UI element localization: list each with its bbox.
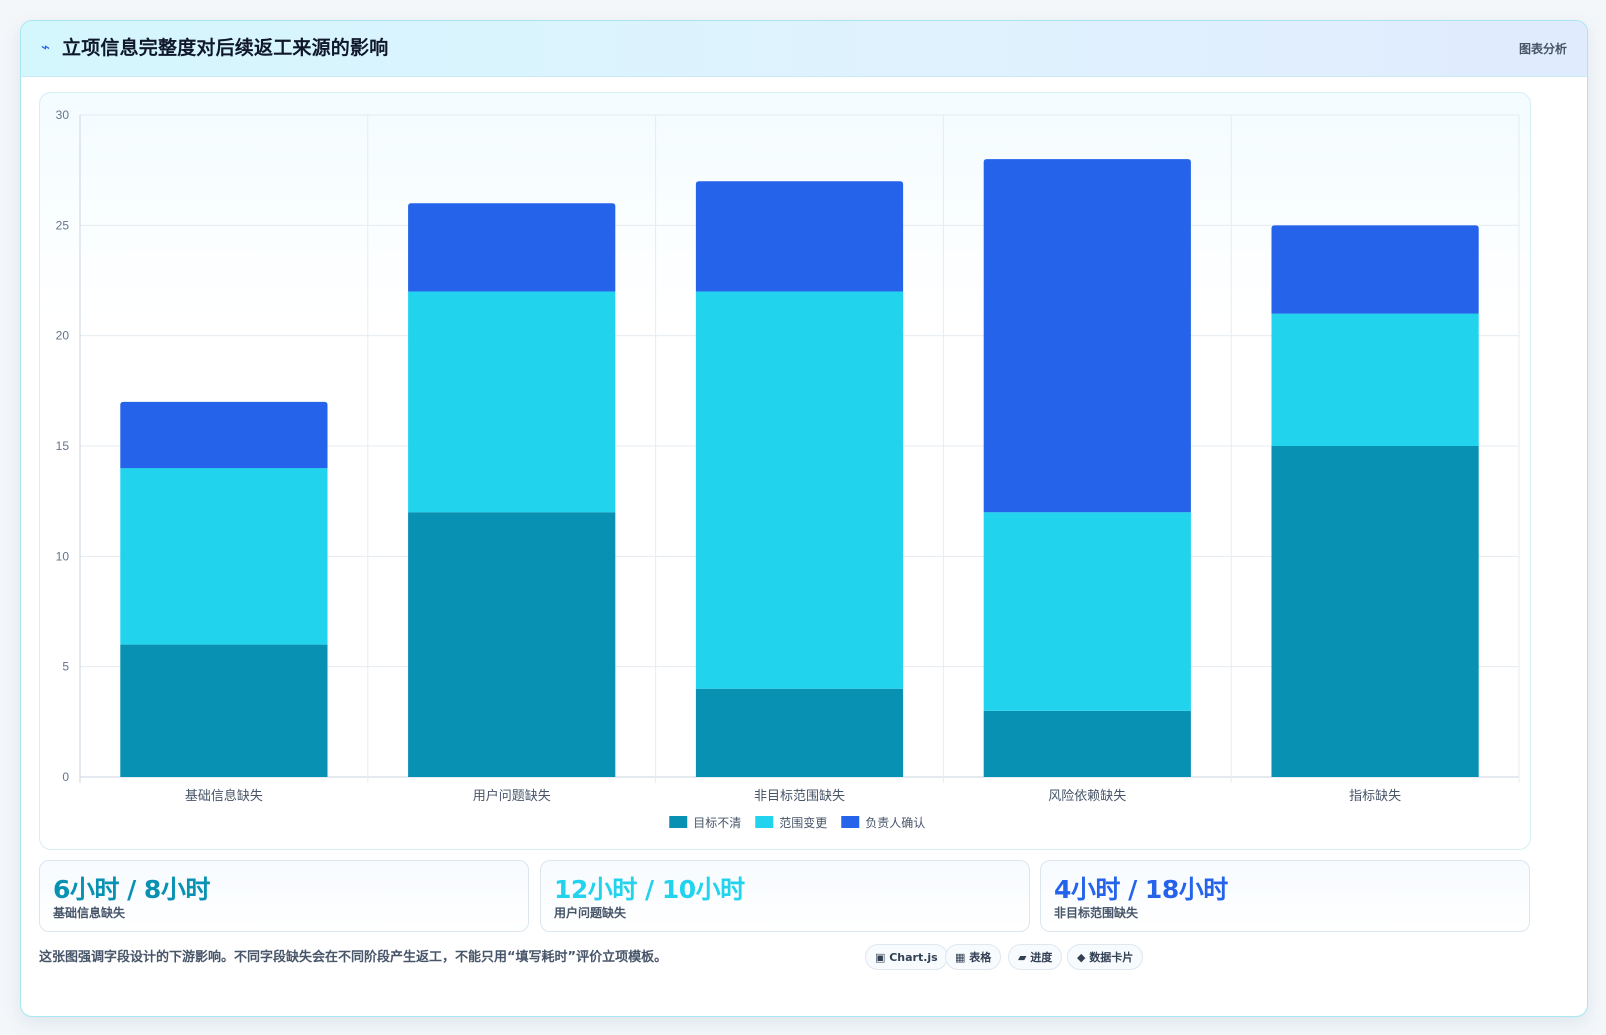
bar-segment (408, 203, 616, 292)
stat-card-user-problem: 12小时 / 10小时 用户问题缺失 (540, 860, 1030, 932)
pulse-icon: ⌁ (41, 38, 51, 56)
tag-data-card[interactable]: ◆ 数据卡片 (1067, 944, 1144, 970)
bar-segment (1271, 313, 1479, 446)
bar-segment (695, 291, 904, 689)
bar-segment (983, 512, 1191, 711)
x-tick-label: 基础信息缺失 (185, 788, 263, 804)
x-tick-label: 风险依赖缺失 (1048, 789, 1126, 804)
y-tick-label: 10 (56, 549, 70, 563)
bar-segment (695, 181, 904, 292)
y-tick-label: 15 (56, 439, 70, 453)
tag-chartjs[interactable]: ▣ Chart.js (865, 944, 948, 970)
bar-segment (1271, 446, 1479, 777)
bar-segment (408, 291, 616, 513)
tag-progress[interactable]: ▰ 进度 (1008, 944, 1063, 970)
legend-swatch (669, 816, 688, 828)
stat-value: 6小时 / 8小时 (53, 875, 210, 904)
y-tick-label: 5 (62, 660, 69, 674)
stat-card-basic-info: 6小时 / 8小时 基础信息缺失 (39, 860, 529, 932)
chart-panel: ⌁ 立项信息完整度对后续返工来源的影响 图表分析 0 5 10 15 20 25 30 基础信… (20, 20, 1588, 1017)
tag-table[interactable]: ▦ 表格 (945, 944, 1002, 970)
chart-analysis-tag: 图表分析 (1518, 42, 1567, 56)
stat-label: 非目标范围缺失 (1054, 906, 1139, 920)
y-tick-label: 25 (56, 218, 70, 232)
bar-segment (120, 468, 328, 645)
legend-swatch (755, 816, 774, 828)
bar-segment (695, 688, 904, 777)
bar-segment (408, 512, 616, 777)
x-tick-label: 用户问题缺失 (473, 788, 551, 804)
legend-label: 负责人确认 (865, 816, 925, 830)
y-tick-label: 20 (56, 329, 70, 343)
stat-card-non-goal-scope: 4小时 / 18小时 非目标范围缺失 (1040, 860, 1530, 932)
x-tick-label: 指标缺失 (1349, 789, 1401, 804)
stats-row: 6小时 / 8小时 基础信息缺失 12小时 / 10小时 用户问题缺失 4小时 … (39, 860, 1531, 932)
chart-note: 这张图强调字段设计的下游影响。不同字段缺失会在不同阶段产生返工，不能只用“填写耗… (39, 950, 668, 965)
stat-value: 12小时 / 10小时 (554, 875, 745, 904)
legend-swatch (841, 816, 860, 828)
legend-label: 范围变更 (779, 815, 827, 830)
legend-label: 目标不清 (693, 816, 741, 830)
chart-container: 0 5 10 15 20 25 30 基础信息缺失 用户问题缺失 非目标范围缺失 风险依赖缺失 指标缺… (39, 92, 1531, 850)
bar-segment (983, 159, 1191, 513)
panel-header: ⌁ 立项信息完整度对后续返工来源的影响 图表分析 (21, 21, 1587, 77)
bar-segment (120, 401, 328, 469)
bar-segment (1271, 225, 1479, 314)
bar-segment (983, 710, 1191, 777)
y-tick-label: 30 (56, 108, 70, 122)
stat-label: 基础信息缺失 (53, 906, 126, 920)
stacked-bar-chart: 0 5 10 15 20 25 30 基础信息缺失 用户问题缺失 非目标范围缺失 风险依赖缺失 指标缺… (56, 108, 1520, 830)
stat-label: 用户问题缺失 (554, 906, 627, 920)
y-tick-label: 0 (62, 770, 69, 784)
panel-title: 立项信息完整度对后续返工来源的影响 (62, 37, 389, 59)
bar-segment (120, 644, 328, 777)
stat-value: 4小时 / 18小时 (1054, 875, 1228, 904)
x-tick-label: 非目标范围缺失 (754, 789, 845, 804)
